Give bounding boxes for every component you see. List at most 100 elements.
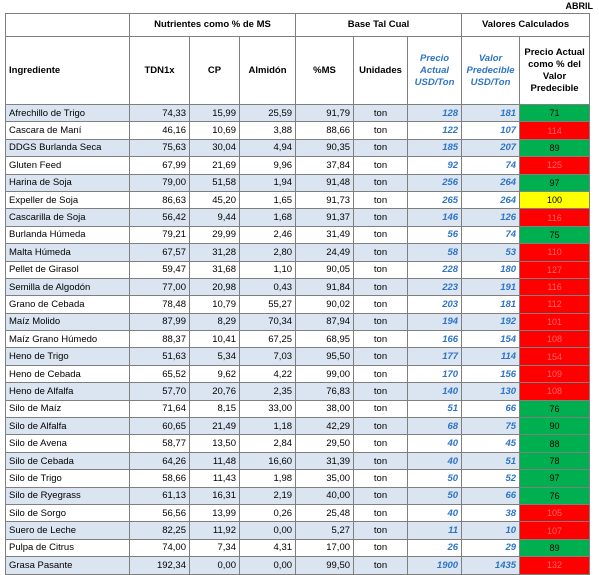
cell-ms: 90,35 [295,138,355,158]
cell-precio-actual: 194 [407,312,463,332]
cell-unidades: ton [353,364,409,384]
cell-ms: 42,29 [295,417,355,436]
cell-tdn: 78,48 [129,295,190,314]
cell-valor-predecible: 66 [461,486,521,505]
cell-tdn: 74,00 [129,538,190,558]
group-valores: Valores Calculados [461,13,591,37]
cell-ms: 99,50 [295,556,355,575]
cell-precio-pct: 78 [519,451,591,471]
cell-precio-actual: 11 [407,521,463,540]
cell-almidon: 1,68 [238,208,297,227]
cell-precio-actual: 203 [407,295,463,314]
cell-precio-actual: 40 [407,503,463,523]
cell-precio-actual: 177 [407,347,463,366]
cell-precio-actual: 56 [407,225,463,245]
cell-tdn: 51,63 [129,347,190,366]
cell-ms: 91,48 [295,173,355,192]
table-body: Afrechillo de Trigo 74,33 15,99 25,59 91,79 t… [5,103,591,575]
cell-valor-predecible: 264 [461,173,521,192]
cell-ingrediente: Expeller de Soja [5,190,130,210]
cell-ms: 31,49 [295,225,355,245]
cell-unidades: ton [353,330,409,349]
cell-precio-pct: 116 [519,208,591,227]
cell-valor-predecible: 29 [461,538,521,558]
cell-precio-actual: 185 [407,138,463,158]
cell-almidon: 25,59 [238,103,297,123]
cell-ingrediente: Malta Húmeda [5,243,130,262]
cell-valor-predecible: 75 [461,417,521,436]
cell-almidon: 33,00 [238,399,297,419]
cell-precio-actual: 256 [407,173,463,192]
cell-precio-actual: 51 [407,399,463,419]
col-almidon: Almidón [238,36,297,105]
cell-ingrediente: Maíz Grano Húmedo [5,330,130,349]
table-row: Silo de Sorgo 56,56 13,99 0,26 25,48 ton 40 38 1… [5,503,591,523]
cell-precio-actual: 68 [407,417,463,436]
cell-almidon: 0,00 [238,521,297,540]
cell-ms: 91,79 [295,103,355,123]
table-row: Pellet de Girasol 59,47 31,68 1,10 90,05 ton 2… [5,260,591,279]
cell-almidon: 1,94 [238,173,297,192]
cell-tdn: 71,64 [129,399,190,419]
table-row: Semilla de Algodón 77,00 20,98 0,43 91,84 ton… [5,277,591,297]
cell-almidon: 4,22 [238,364,297,384]
cell-precio-pct: 76 [519,486,591,505]
cell-unidades: ton [353,451,409,471]
cell-cp: 20,98 [189,277,240,297]
cell-valor-predecible: 181 [461,103,521,123]
cell-cp: 51,58 [189,173,240,192]
cell-precio-pct: 97 [519,173,591,192]
cell-almidon: 7,03 [238,347,297,366]
cell-valor-predecible: 192 [461,312,521,332]
table-row: Cascarilla de Soja 56,42 9,44 1,68 91,37 ton 1… [5,208,591,227]
cell-unidades: ton [353,156,409,175]
cell-cp: 20,76 [189,382,240,401]
cell-ms: 87,94 [295,312,355,332]
table-row: Maíz Molido 87,99 8,29 70,34 87,94 ton 194 192 1… [5,312,591,332]
cell-tdn: 86,63 [129,190,190,210]
cell-ingrediente: Silo de Sorgo [5,503,130,523]
cell-precio-pct: 105 [519,503,591,523]
cell-precio-pct: 108 [519,330,591,349]
cell-unidades: ton [353,434,409,453]
cell-tdn: 88,37 [129,330,190,349]
cell-unidades: ton [353,312,409,332]
cell-unidades: ton [353,382,409,401]
cell-valor-predecible: 264 [461,190,521,210]
table-row: Afrechillo de Trigo 74,33 15,99 25,59 91,79 t… [5,103,591,123]
cell-precio-pct: 114 [519,121,591,140]
cell-almidon: 16,60 [238,451,297,471]
cell-ingrediente: Cascarilla de Soja [5,208,130,227]
table-row: Heno de Cebada 65,52 9,62 4,22 99,00 ton 170 15… [5,364,591,384]
cell-valor-predecible: 52 [461,469,521,488]
cell-precio-actual: 228 [407,260,463,279]
table-row: Pulpa de Citrus 74,00 7,34 4,31 17,00 ton 26 29… [5,538,591,558]
cell-tdn: 46,16 [129,121,190,140]
table-row: Suero de Leche 82,25 11,92 0,00 5,27 ton 11 10 1… [5,521,591,540]
cell-unidades: ton [353,103,409,123]
cell-tdn: 59,47 [129,260,190,279]
table-row: Malta Húmeda 67,57 31,28 2,80 24,49 ton 58 53 11… [5,243,591,262]
cell-precio-pct: 116 [519,277,591,297]
cell-cp: 9,62 [189,364,240,384]
cell-ingrediente: Gluten Feed [5,156,130,175]
cell-valor-predecible: 154 [461,330,521,349]
cell-cp: 31,68 [189,260,240,279]
cell-precio-actual: 40 [407,434,463,453]
cell-ingrediente: Silo de Maíz [5,399,130,419]
cell-tdn: 56,56 [129,503,190,523]
cell-ms: 90,05 [295,260,355,279]
cell-ms: 91,37 [295,208,355,227]
cell-ingrediente: Pellet de Girasol [5,260,130,279]
cell-valor-predecible: 51 [461,451,521,471]
cell-ms: 88,66 [295,121,355,140]
cell-precio-pct: 107 [519,521,591,540]
blank-corner [5,13,130,37]
cell-ingrediente: Afrechillo de Trigo [5,103,130,123]
cell-cp: 29,99 [189,225,240,245]
cell-tdn: 79,21 [129,225,190,245]
cell-precio-pct: 100 [519,190,591,210]
cell-cp: 13,50 [189,434,240,453]
cell-tdn: 58,77 [129,434,190,453]
cell-valor-predecible: 10 [461,521,521,540]
